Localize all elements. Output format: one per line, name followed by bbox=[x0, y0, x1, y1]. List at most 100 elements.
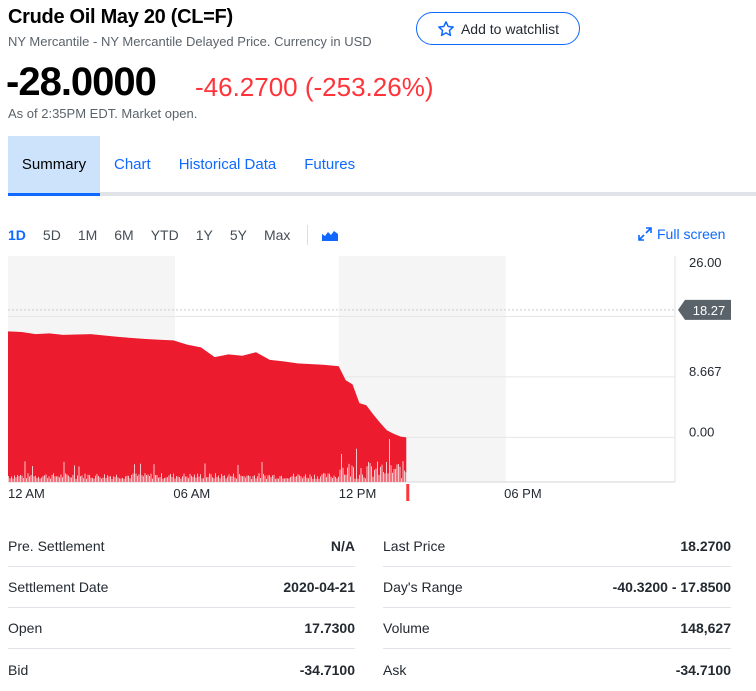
volume-bar bbox=[369, 463, 371, 482]
volume-bar bbox=[174, 478, 176, 482]
stat-label: Bid bbox=[8, 661, 29, 678]
area-chart-icon[interactable] bbox=[322, 229, 339, 241]
volume-bar bbox=[180, 478, 182, 482]
range-5y[interactable]: 5Y bbox=[229, 227, 247, 243]
volume-bar bbox=[309, 474, 311, 482]
volume-bar bbox=[338, 476, 339, 482]
volume-bar bbox=[149, 475, 150, 482]
range-5d[interactable]: 5D bbox=[42, 227, 61, 243]
stat-label: Open bbox=[8, 620, 43, 636]
volume-bar bbox=[33, 476, 35, 482]
volume-bar bbox=[206, 477, 207, 482]
volume-bar bbox=[186, 476, 188, 482]
range-1m[interactable]: 1M bbox=[77, 227, 98, 243]
volume-bar bbox=[110, 476, 111, 482]
volume-bar bbox=[29, 476, 30, 482]
volume-bar bbox=[104, 474, 105, 482]
tab-futures[interactable]: Futures bbox=[304, 156, 356, 173]
volume-bar bbox=[98, 476, 99, 482]
stat-row: Pre. Settlement N/A bbox=[8, 526, 355, 567]
volume-bar bbox=[321, 474, 323, 482]
volume-bar bbox=[327, 473, 329, 482]
volume-bar bbox=[146, 475, 147, 482]
volume-bar bbox=[68, 475, 69, 482]
volume-bar bbox=[54, 476, 56, 482]
volume-bar bbox=[81, 475, 83, 482]
volume-bar bbox=[381, 464, 383, 482]
stat-value: 2020-04-21 bbox=[283, 579, 355, 595]
volume-bar bbox=[35, 475, 36, 482]
volume-bar bbox=[282, 478, 284, 482]
tab-historical-data[interactable]: Historical Data bbox=[178, 156, 277, 173]
volume-bar bbox=[137, 476, 138, 482]
volume-bar bbox=[195, 477, 197, 482]
volume-bar bbox=[336, 478, 338, 482]
volume-bar bbox=[272, 475, 273, 482]
volume-bar bbox=[374, 469, 375, 482]
volume-bar bbox=[284, 478, 285, 482]
volume-bar bbox=[275, 478, 276, 482]
range-ytd[interactable]: YTD bbox=[150, 227, 179, 243]
volume-bar bbox=[167, 477, 168, 482]
volume-bar bbox=[87, 474, 89, 482]
range-1d[interactable]: 1D bbox=[8, 227, 26, 243]
volume-bar bbox=[401, 478, 402, 482]
range-max[interactable]: Max bbox=[263, 227, 291, 243]
full-screen-label: Full screen bbox=[657, 226, 726, 242]
volume-bar bbox=[305, 474, 306, 482]
stat-row: Volume 148,627 bbox=[383, 608, 731, 649]
full-screen-button[interactable]: Full screen bbox=[638, 226, 725, 242]
volume-bar bbox=[330, 476, 332, 482]
volume-bar bbox=[231, 476, 233, 482]
volume-bar bbox=[128, 475, 129, 482]
volume-bar bbox=[249, 476, 251, 482]
volume-bar bbox=[387, 473, 389, 482]
volume-bar bbox=[155, 475, 156, 482]
volume-bar bbox=[197, 473, 198, 482]
volume-bar bbox=[396, 464, 398, 482]
volume-bar bbox=[393, 468, 395, 482]
current-time-marker bbox=[406, 484, 410, 501]
range-6m[interactable]: 6M bbox=[114, 227, 134, 243]
volume-bar bbox=[405, 472, 407, 482]
volume-bar bbox=[126, 475, 128, 482]
volume-bar bbox=[353, 467, 354, 482]
volume-bar bbox=[176, 476, 177, 482]
volume-bar bbox=[236, 478, 237, 482]
add-to-watchlist-button[interactable]: Add to watchlist bbox=[416, 12, 580, 45]
volume-bar bbox=[302, 478, 303, 482]
volume-bar bbox=[389, 439, 390, 482]
volume-bar bbox=[315, 478, 317, 482]
volume-bar bbox=[65, 473, 66, 482]
volume-bar bbox=[383, 472, 384, 482]
volume-bar bbox=[339, 469, 341, 482]
volume-bar bbox=[356, 448, 357, 482]
volume-bar bbox=[86, 478, 87, 482]
volume-bar bbox=[183, 473, 185, 482]
volume-bar bbox=[378, 474, 380, 482]
volume-bar bbox=[123, 478, 125, 482]
volume-bar bbox=[191, 475, 192, 482]
volume-bar bbox=[279, 476, 281, 482]
volume-bar bbox=[323, 473, 324, 482]
price-chart[interactable]: 18.27 26.00 8.667 0.00 12 AM 06 AM 12 PM 06 PM bbox=[0, 250, 756, 505]
volume-bar bbox=[267, 475, 269, 482]
volume-bar bbox=[348, 463, 350, 482]
range-1y[interactable]: 1Y bbox=[195, 227, 213, 243]
volume-bar bbox=[386, 461, 387, 482]
volume-bar bbox=[99, 477, 101, 482]
tab-summary[interactable]: Summary bbox=[8, 136, 100, 196]
volume-bar bbox=[84, 473, 86, 482]
current-price-tag bbox=[678, 299, 731, 320]
volume-bar bbox=[72, 474, 74, 482]
volume-bar bbox=[69, 477, 71, 482]
volume-bar bbox=[95, 475, 96, 482]
tab-chart[interactable]: Chart bbox=[114, 156, 151, 173]
volume-bar bbox=[80, 476, 81, 482]
volume-bar bbox=[215, 473, 216, 482]
volume-bar bbox=[203, 478, 204, 482]
volume-bar bbox=[42, 476, 44, 482]
volume-bar bbox=[294, 476, 296, 482]
volume-bar bbox=[182, 476, 183, 482]
volume-bar bbox=[32, 465, 33, 482]
